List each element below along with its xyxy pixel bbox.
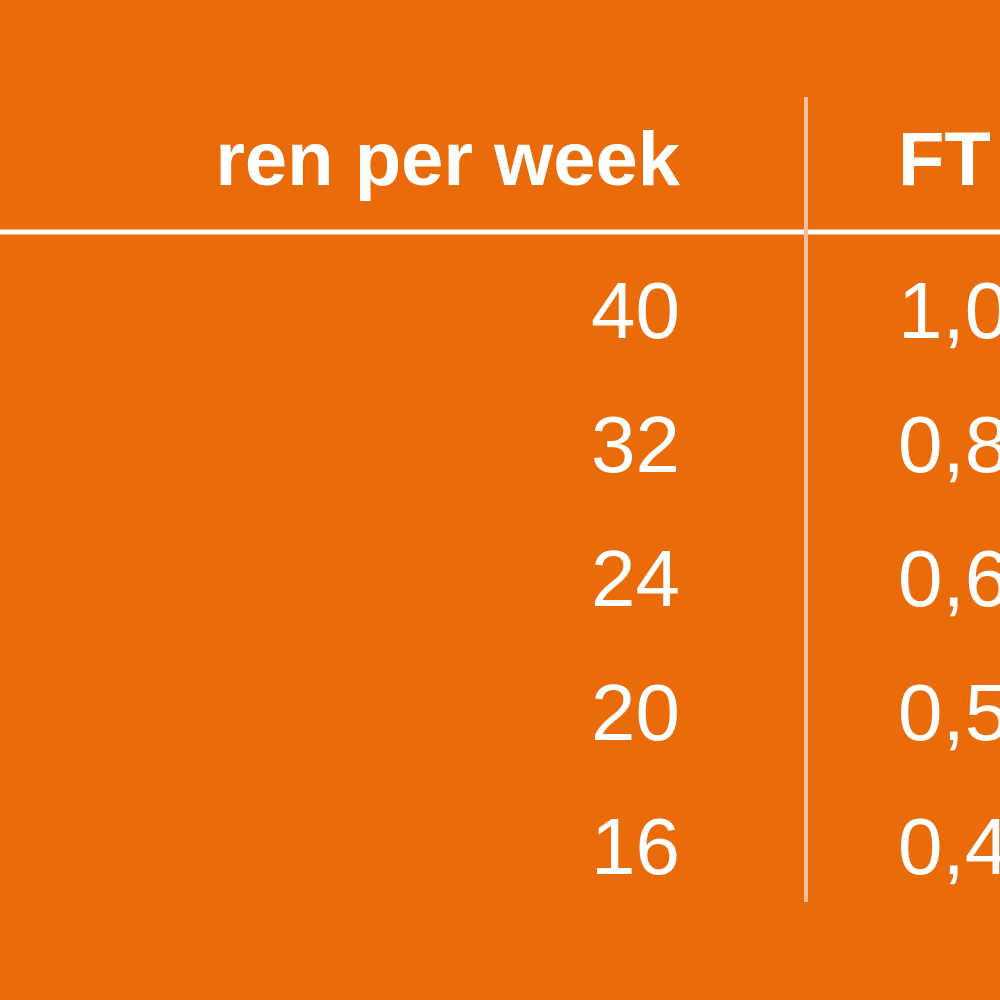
cell: 0,8 bbox=[898, 400, 1000, 489]
cell: 0,4 bbox=[898, 802, 1000, 891]
cell: 0,6 bbox=[898, 534, 1000, 623]
header-cell: FT bbox=[898, 117, 991, 202]
cell: 1,0 bbox=[898, 266, 1000, 355]
header-cell: ren per week bbox=[215, 117, 680, 202]
cell: 20 bbox=[591, 668, 680, 757]
cell: 16 bbox=[591, 802, 680, 891]
cell: 32 bbox=[591, 400, 680, 489]
cell: 0,5 bbox=[898, 668, 1000, 757]
cell: 24 bbox=[591, 534, 680, 623]
cell: 40 bbox=[591, 266, 680, 355]
